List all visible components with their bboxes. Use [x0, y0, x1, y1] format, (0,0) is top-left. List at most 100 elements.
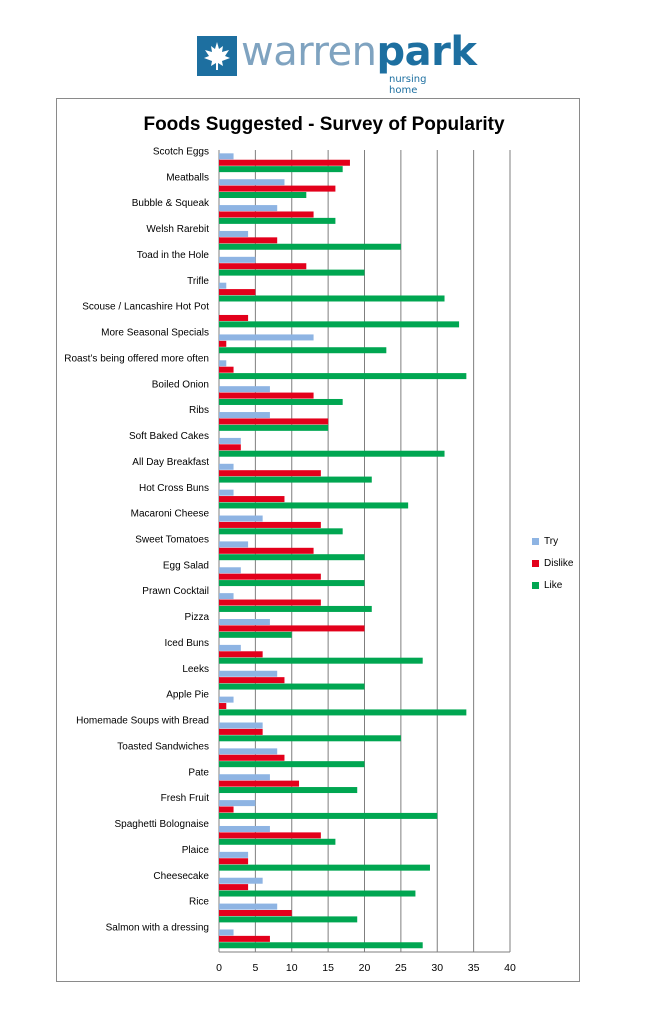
bar-like-12 [219, 476, 372, 483]
category-label: Toad in the Hole [137, 250, 210, 261]
bar-like-26 [219, 838, 336, 845]
bar-try-10 [219, 412, 270, 419]
bar-dislike-7 [219, 340, 227, 347]
bar-like-19 [219, 657, 423, 664]
x-tick-label: 40 [504, 962, 516, 974]
bar-try-0 [219, 153, 234, 160]
bar-try-13 [219, 489, 234, 496]
bar-like-10 [219, 424, 329, 431]
bar-like-18 [219, 631, 292, 638]
bar-like-13 [219, 502, 409, 509]
bar-try-22 [219, 722, 263, 729]
bar-like-27 [219, 864, 430, 871]
category-label: Trifle [187, 276, 209, 287]
legend-swatch [532, 559, 539, 567]
category-label: Sweet Tomatoes [135, 535, 209, 546]
bar-dislike-4 [219, 263, 307, 270]
legend-item-like: Like [532, 574, 573, 596]
bar-try-8 [219, 360, 227, 367]
bar-dislike-23 [219, 754, 285, 761]
legend-item-try: Try [532, 530, 573, 552]
chart-legend: Try Dislike Like [532, 530, 573, 596]
bar-try-21 [219, 696, 234, 703]
bar-try-25 [219, 800, 256, 807]
bar-dislike-17 [219, 599, 321, 606]
category-label: Pizza [185, 612, 210, 623]
bar-like-14 [219, 528, 343, 535]
category-label: Toasted Sandwiches [117, 741, 209, 752]
bar-like-22 [219, 735, 401, 742]
bar-dislike-11 [219, 444, 241, 451]
bar-like-7 [219, 347, 387, 354]
category-label: Boiled Onion [152, 379, 209, 390]
bar-try-28 [219, 877, 263, 884]
bar-dislike-12 [219, 470, 321, 477]
logo-wordmark: warrenpark [241, 28, 477, 76]
bar-dislike-16 [219, 573, 321, 580]
bar-try-7 [219, 334, 314, 341]
category-label: Leeks [182, 664, 209, 675]
legend-label: Like [544, 579, 563, 591]
bar-dislike-26 [219, 832, 321, 839]
bar-like-25 [219, 812, 438, 819]
bar-dislike-3 [219, 237, 278, 244]
bar-try-24 [219, 774, 270, 781]
bar-dislike-22 [219, 728, 263, 735]
category-label: Cheesecake [153, 871, 209, 882]
legend-swatch [532, 581, 539, 589]
bar-try-27 [219, 851, 249, 858]
bar-try-30 [219, 929, 234, 936]
bar-try-26 [219, 825, 270, 832]
category-label: Pate [188, 767, 209, 778]
bar-try-5 [219, 282, 227, 289]
bar-try-9 [219, 386, 270, 393]
bar-dislike-10 [219, 418, 329, 425]
bar-dislike-6 [219, 314, 249, 321]
bar-like-24 [219, 787, 358, 794]
bar-like-28 [219, 890, 416, 897]
x-tick-label: 5 [252, 962, 258, 974]
x-tick-label: 25 [395, 962, 407, 974]
category-label: All Day Breakfast [132, 457, 209, 468]
bar-dislike-1 [219, 185, 336, 192]
bar-like-9 [219, 398, 343, 405]
bar-like-4 [219, 269, 365, 276]
category-label: Prawn Cocktail [142, 586, 209, 597]
logo-word-warren: warren [241, 29, 377, 75]
bar-dislike-2 [219, 211, 314, 218]
category-label: Salmon with a dressing [106, 923, 209, 934]
bar-like-2 [219, 217, 336, 224]
bar-like-8 [219, 373, 467, 380]
category-label: Spaghetti Bolognaise [114, 819, 209, 830]
category-label: Macaroni Cheese [131, 509, 210, 520]
category-label: Rice [189, 897, 209, 908]
category-label: Soft Baked Cakes [129, 431, 209, 442]
bar-dislike-15 [219, 547, 314, 554]
bar-dislike-25 [219, 806, 234, 813]
category-label: Bubble & Squeak [132, 198, 210, 209]
bar-dislike-5 [219, 289, 256, 296]
bar-like-3 [219, 243, 401, 250]
category-label: Roast’s being offered more often [64, 353, 209, 364]
category-label: Iced Buns [165, 638, 209, 649]
x-tick-label: 15 [322, 962, 334, 974]
bar-dislike-13 [219, 496, 285, 503]
bar-dislike-29 [219, 909, 292, 916]
legend-label: Try [544, 535, 559, 547]
category-label: Meatballs [166, 172, 209, 183]
bar-dislike-27 [219, 858, 249, 865]
bar-try-20 [219, 670, 278, 677]
bar-try-12 [219, 463, 234, 470]
bar-dislike-21 [219, 703, 227, 710]
chart-title: Foods Suggested - Survey of Popularity [143, 114, 505, 135]
x-tick-label: 10 [286, 962, 298, 974]
bar-like-11 [219, 450, 445, 457]
category-label: Plaice [182, 845, 210, 856]
bar-dislike-0 [219, 159, 350, 166]
category-label: Egg Salad [163, 560, 209, 571]
bar-like-17 [219, 605, 372, 612]
bar-like-5 [219, 295, 445, 302]
bar-try-19 [219, 644, 241, 651]
bar-try-15 [219, 541, 249, 548]
bar-like-21 [219, 709, 467, 716]
